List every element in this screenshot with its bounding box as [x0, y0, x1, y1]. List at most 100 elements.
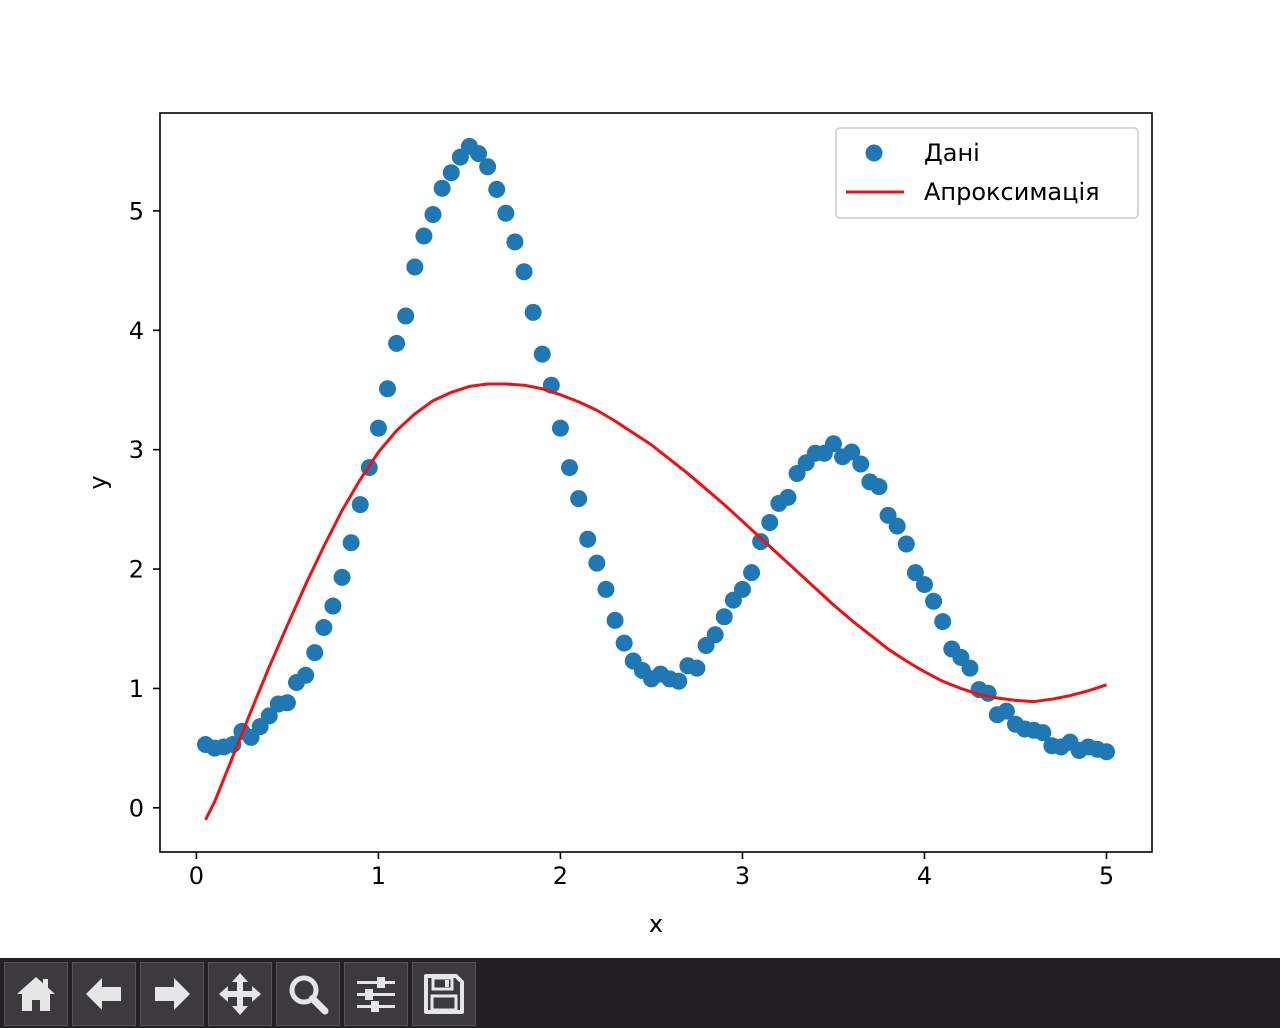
x-tick-label: 1	[371, 862, 386, 890]
data-point	[979, 684, 997, 702]
home-icon	[17, 977, 55, 1011]
plot-area	[160, 113, 1152, 852]
data-point	[324, 597, 342, 615]
legend-box	[835, 127, 1139, 219]
x-tick-label: 3	[735, 862, 750, 890]
data-point	[934, 613, 952, 631]
data-point	[897, 535, 915, 553]
zoom-button[interactable]	[276, 962, 340, 1026]
data-point	[397, 307, 415, 325]
data-point	[470, 145, 488, 163]
data-point	[606, 611, 624, 629]
forward-button[interactable]	[140, 962, 204, 1026]
data-point	[997, 702, 1015, 720]
y-tick-label: 5	[129, 197, 144, 225]
data-point	[415, 227, 433, 245]
data-point	[1034, 724, 1052, 742]
data-point	[315, 619, 333, 637]
data-point	[524, 303, 542, 321]
data-point	[588, 554, 606, 572]
data-point	[715, 608, 733, 626]
data-point	[743, 564, 761, 582]
legend-label-dani: Дані	[924, 139, 980, 167]
data-point	[852, 455, 870, 473]
data-point	[733, 580, 751, 598]
data-point	[533, 345, 551, 363]
data-point	[497, 204, 515, 222]
y-tick-label: 2	[129, 556, 144, 584]
data-point	[506, 233, 524, 251]
y-axis-label: y	[84, 475, 112, 489]
data-point	[297, 666, 315, 684]
home-button[interactable]	[4, 962, 68, 1026]
data-point	[351, 496, 369, 514]
data-point	[424, 205, 442, 223]
y-tick-label: 0	[129, 794, 144, 822]
data-point	[433, 179, 451, 197]
data-point	[561, 459, 579, 477]
data-point	[779, 488, 797, 506]
data-point	[579, 530, 597, 548]
figure-canvas: 0 1 2 3 4 5 0 1 2 3 4 5 x y Дані Апроксимація	[84, 112, 1153, 938]
x-tick-label: 0	[189, 862, 204, 890]
move-icon	[219, 973, 261, 1015]
data-point	[442, 164, 460, 182]
data-point	[706, 626, 724, 644]
x-tick-label: 5	[1099, 862, 1114, 890]
plot-background	[160, 113, 1152, 852]
data-point	[925, 592, 943, 610]
data-point	[961, 659, 979, 677]
series-line-aproksymatsiia	[204, 382, 1107, 821]
pan-button[interactable]	[208, 962, 272, 1026]
data-point	[597, 580, 615, 598]
axes: 0 1 2 3 4 5 0 1 2 3 4 5 x y	[84, 112, 1153, 938]
x-tick-label: 4	[917, 862, 932, 890]
data-point	[570, 490, 588, 508]
data-point	[615, 634, 633, 652]
magnifier-icon	[289, 975, 329, 1015]
data-point	[870, 478, 888, 496]
legend-label-aproksymatsiia: Апроксимація	[924, 178, 1100, 206]
chart-marks	[197, 137, 1115, 821]
legend: Дані Апроксимація	[835, 127, 1139, 219]
data-point	[688, 659, 706, 677]
data-point	[1098, 743, 1115, 761]
data-point	[752, 533, 770, 551]
data-point	[306, 644, 324, 662]
data-point	[488, 180, 506, 198]
axes-frame	[159, 112, 1153, 853]
arrow-right-icon	[155, 978, 190, 1010]
navigation-toolbar	[0, 958, 1280, 1028]
data-point	[369, 419, 387, 437]
data-point	[388, 334, 406, 352]
data-point	[824, 435, 842, 453]
data-point	[843, 443, 861, 461]
y-tick-label: 4	[129, 317, 144, 345]
data-point	[761, 513, 779, 531]
data-point	[406, 258, 424, 276]
configure-subplots-button[interactable]	[344, 962, 408, 1026]
data-point	[906, 564, 924, 582]
x-axis-label: x	[649, 910, 663, 938]
data-point	[915, 576, 933, 594]
data-point	[551, 419, 569, 437]
data-point	[515, 263, 533, 281]
legend-marker-dani	[865, 144, 883, 162]
x-tick-label: 2	[553, 862, 568, 890]
data-point	[260, 707, 278, 725]
save-button[interactable]	[412, 962, 476, 1026]
y-tick-label: 1	[129, 675, 144, 703]
data-point	[278, 694, 296, 712]
data-point	[888, 517, 906, 535]
data-point	[342, 534, 360, 552]
data-point	[479, 158, 497, 176]
data-point	[379, 380, 397, 398]
data-point	[670, 672, 688, 690]
sliders-icon	[357, 977, 395, 1012]
y-tick-label: 3	[129, 436, 144, 464]
arrow-left-icon	[86, 978, 121, 1010]
back-button[interactable]	[72, 962, 136, 1026]
data-point	[333, 568, 351, 586]
floppy-disk-icon	[424, 974, 464, 1014]
